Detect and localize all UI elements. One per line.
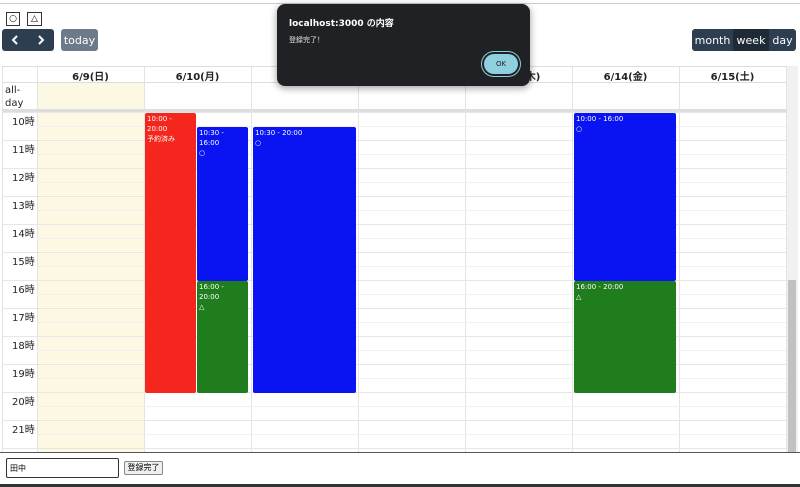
event-time: 16:00 - 20:00 [199,283,224,301]
event[interactable]: 10:30 - 16:00 ○ [197,127,248,281]
half-hour-line [37,406,786,407]
next-icon [38,35,45,45]
alert-dialog: localhost:3000 の内容 登録完了！ OK [277,4,530,86]
gutter-line [2,66,3,452]
hour-label: 15時 [12,257,35,268]
day-header: 6/9(日) [72,72,109,83]
dialog-message: 登録完了！ [289,36,324,44]
half-hour-line [37,378,786,379]
circle-button[interactable]: ○ [6,12,20,26]
hour-line [2,280,786,281]
day-header: 6/15(土) [710,72,755,83]
event-title: 予約済み [147,135,175,143]
hour-label: 12時 [12,173,35,184]
bottom-bar [0,484,800,487]
half-hour-line [37,126,786,127]
border [2,109,786,112]
all-day-label: all-day [5,85,24,109]
half-hour-line [37,210,786,211]
event[interactable]: 10:30 - 20:00 ○ [253,127,356,393]
half-hour-line [37,154,786,155]
event[interactable]: 10:00 - 20:00 予約済み [145,113,196,393]
event-title: ○ [576,125,583,133]
hour-label: 20時 [12,397,35,408]
prev-button[interactable] [2,29,28,51]
hour-line [2,336,786,337]
triangle-button[interactable]: △ [27,12,42,26]
event-title: △ [199,303,205,311]
day-header: 6/10(月) [175,72,220,83]
hour-label: 13時 [12,201,35,212]
hour-label: 14時 [12,229,35,240]
half-hour-line [37,238,786,239]
hour-label: 17時 [12,313,35,324]
half-hour-line [37,322,786,323]
column-line [786,66,787,452]
column-line [572,66,573,452]
hour-line [2,112,786,113]
event-time: 10:30 - 16:00 [199,129,224,147]
column-line [144,66,145,452]
column-line [37,66,38,452]
dialog-title: localhost:3000 の内容 [289,19,394,29]
scrollbar-thumb [788,280,796,452]
hour-line [2,140,786,141]
event-title: △ [576,293,582,301]
hour-label: 11時 [12,145,35,156]
ok-button[interactable]: OK [484,54,518,74]
submit-button[interactable]: 登録完了 [124,461,163,475]
half-hour-line [37,266,786,267]
hour-label: 21時 [12,425,35,436]
hour-line [2,364,786,365]
column-line [679,66,680,452]
hour-line [2,196,786,197]
divider [0,452,800,453]
hour-label: 18時 [12,341,35,352]
column-line [465,66,466,452]
event-time: 10:00 - 16:00 [576,115,624,123]
event[interactable]: 16:00 - 20:00 △ [197,281,248,393]
hour-line [2,224,786,225]
prev-icon [11,35,18,45]
hour-label: 10時 [12,117,35,128]
hour-line [2,308,786,309]
hour-line [2,392,786,393]
hour-label: 16時 [12,285,35,296]
today-button[interactable]: today [61,29,98,51]
event-title: ○ [255,139,262,147]
event-time: 16:00 - 20:00 [576,283,624,291]
hour-line [2,168,786,169]
column-line [251,66,252,452]
half-hour-line [37,182,786,183]
event[interactable]: 16:00 - 20:00 △ [574,281,676,393]
event-time: 10:00 - 20:00 [147,115,172,133]
half-hour-line [37,294,786,295]
hour-line [2,420,786,421]
name-input[interactable]: 田中 [6,458,119,478]
hour-label: 19時 [12,369,35,380]
half-hour-line [37,434,786,435]
hour-line [2,448,786,449]
next-button[interactable] [28,29,54,51]
top-edge [0,0,800,4]
day-button[interactable]: day [769,29,796,51]
event-time: 10:30 - 20:00 [255,129,303,137]
day-header: 6/14(金) [603,72,648,83]
half-hour-line [37,350,786,351]
month-button[interactable]: month [692,29,733,51]
today-column [37,82,144,452]
event[interactable]: 10:00 - 16:00 ○ [574,113,676,281]
hour-line [2,252,786,253]
event-title: ○ [199,149,206,157]
column-line [358,66,359,452]
week-button[interactable]: week [733,29,769,51]
